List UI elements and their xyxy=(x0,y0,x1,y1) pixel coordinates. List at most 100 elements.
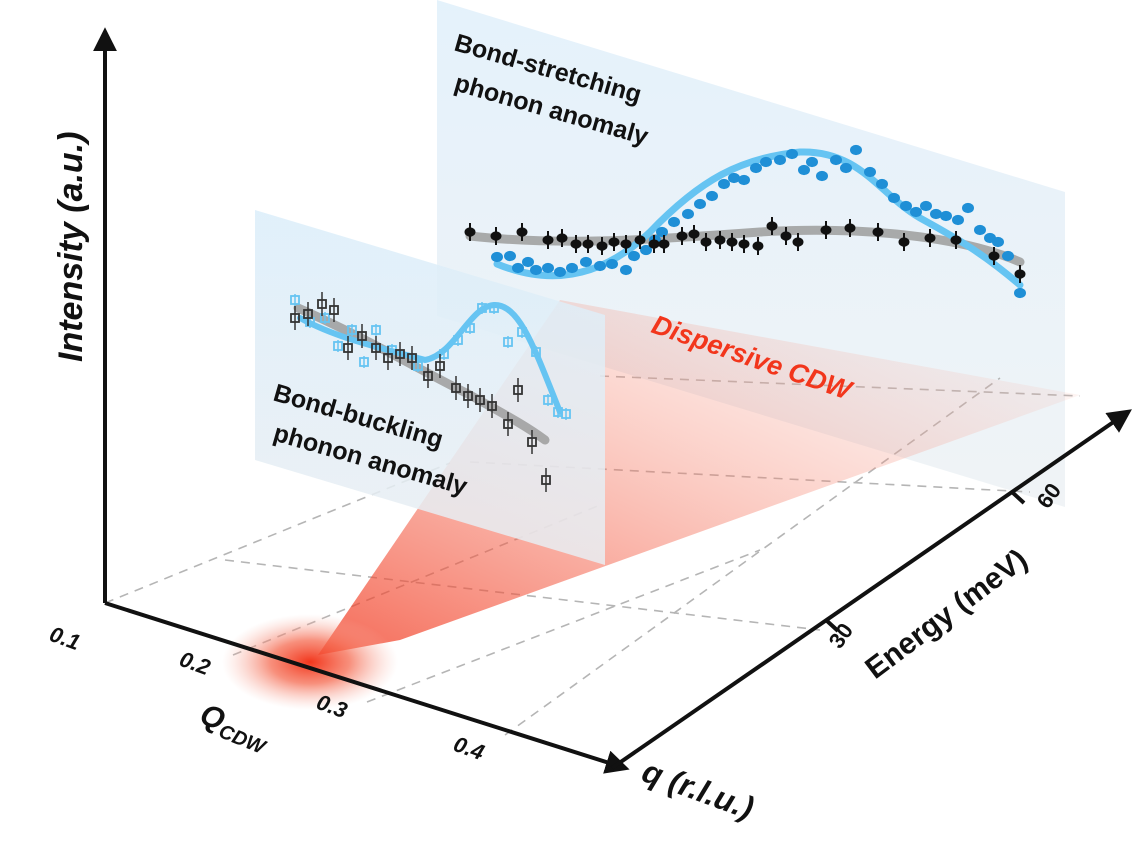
buckling-black-points xyxy=(290,292,551,492)
buckling-blue-point xyxy=(503,337,513,347)
stretching-blue-point xyxy=(640,244,652,256)
buckling-black-point xyxy=(371,343,381,353)
buckling-blue-point xyxy=(453,335,463,345)
stretching-black-point xyxy=(676,231,688,241)
stretching-blue-point xyxy=(522,256,534,268)
buckling-blue-point xyxy=(477,303,487,313)
stretching-blue-point xyxy=(656,226,668,238)
stretching-blue-point xyxy=(806,156,818,168)
stretching-blue-point xyxy=(1002,250,1014,262)
intensity-axis-label: Intensity (a.u.) xyxy=(52,132,90,362)
stretching-blue-point xyxy=(594,260,606,272)
buckling-black-point xyxy=(435,361,445,371)
stretching-black-point xyxy=(792,237,804,247)
buckling-black-point xyxy=(541,475,551,485)
stretching-black-points xyxy=(464,217,1026,283)
buckling-black-point xyxy=(463,391,473,401)
stretching-black-point xyxy=(582,239,594,249)
stretching-black-point xyxy=(872,227,884,237)
stretching-blue-point xyxy=(910,206,922,218)
stretching-black-point xyxy=(950,235,962,245)
stretching-blue-point xyxy=(566,262,578,274)
stretching-black-point xyxy=(988,251,1000,261)
buckling-black-point xyxy=(290,313,300,323)
stretching-black-point xyxy=(542,235,554,245)
stretching-blue-point xyxy=(774,154,786,166)
buckling-blue-point xyxy=(517,327,527,337)
stretching-blue-point xyxy=(682,208,694,220)
stretching-black-point xyxy=(738,239,750,249)
stretching-black-point xyxy=(620,239,632,249)
stretching-blue-point xyxy=(760,156,772,168)
buckling-black-point xyxy=(503,419,513,429)
stretching-black-point xyxy=(820,225,832,235)
stretching-black-point xyxy=(596,241,608,251)
buckling-black-point xyxy=(357,331,367,341)
energy-axis xyxy=(610,409,1132,770)
stretching-blue-point xyxy=(992,236,1004,248)
stretching-blue-point xyxy=(940,210,952,222)
stretching-blue-points xyxy=(491,144,1026,299)
stretching-blue-point xyxy=(738,174,750,186)
stretching-black-point xyxy=(898,237,910,247)
stretching-blue-point xyxy=(962,202,974,214)
buckling-blue-point xyxy=(543,395,553,405)
stretching-black-point xyxy=(780,231,792,241)
buckling-black-point xyxy=(487,401,497,411)
stretching-blue-point xyxy=(491,251,503,263)
stretching-black-point xyxy=(570,239,582,249)
buckling-blue-point xyxy=(465,323,475,333)
stretching-blue-point xyxy=(750,162,762,174)
stretching-blue-point xyxy=(542,262,554,274)
stretching-blue-point xyxy=(864,166,876,178)
stretching-blue-point xyxy=(974,224,986,236)
stretching-blue-point xyxy=(888,192,900,204)
buckling-blue-point xyxy=(413,361,423,371)
buckling-blue-point xyxy=(371,325,381,335)
stretching-blue-point xyxy=(728,172,740,184)
stretching-black-point xyxy=(752,241,764,251)
q-axis xyxy=(104,601,630,774)
qcdw-blob xyxy=(222,614,398,710)
stretching-black-point xyxy=(714,235,726,245)
buckling-blue-point xyxy=(347,325,357,335)
stretching-blue-point xyxy=(840,162,852,174)
stretching-blue-point xyxy=(554,266,566,278)
stretching-blue-point xyxy=(504,250,516,262)
buckling-black-point xyxy=(395,349,405,359)
stretching-blue-point xyxy=(694,198,706,210)
stretching-blue-point xyxy=(830,154,842,166)
buckling-black-point xyxy=(407,353,417,363)
stretching-blue-point xyxy=(876,178,888,190)
buckling-black-point xyxy=(513,385,523,395)
stretching-blue-point xyxy=(900,200,912,212)
buckling-black-point xyxy=(303,309,313,319)
q-tick-0.4: 0.4 xyxy=(450,731,487,765)
buckling-black-point xyxy=(317,299,327,309)
stretching-black-point xyxy=(490,231,502,241)
stretching-black-point xyxy=(464,227,476,237)
q-axis-label: q (r.l.u.) xyxy=(638,753,759,826)
buckling-blue-point xyxy=(320,313,330,323)
buckling-panel xyxy=(255,210,605,565)
stretching-blue-point xyxy=(718,178,730,190)
buckling-blue-point xyxy=(359,357,369,367)
stretching-blue-point xyxy=(816,170,828,182)
qcdw-label: QCDW xyxy=(194,698,276,760)
stretching-black-point xyxy=(608,237,620,247)
buckling-blue-point xyxy=(333,341,343,351)
stretching-blue-point xyxy=(530,264,542,276)
stretching-blue-point xyxy=(952,214,964,226)
stretching-black-point xyxy=(688,229,700,239)
energy-axis-label: Energy (meV) xyxy=(859,543,1033,686)
stretching-blue-point xyxy=(580,256,592,268)
stretching-blue-point xyxy=(798,164,810,176)
stretching-blue-point xyxy=(930,208,942,220)
stretching-black-point xyxy=(556,233,568,243)
stretching-black-point xyxy=(648,239,660,249)
stretching-black-point xyxy=(924,233,936,243)
buckling-black-point xyxy=(329,305,339,315)
buckling-blue-point xyxy=(290,295,300,305)
